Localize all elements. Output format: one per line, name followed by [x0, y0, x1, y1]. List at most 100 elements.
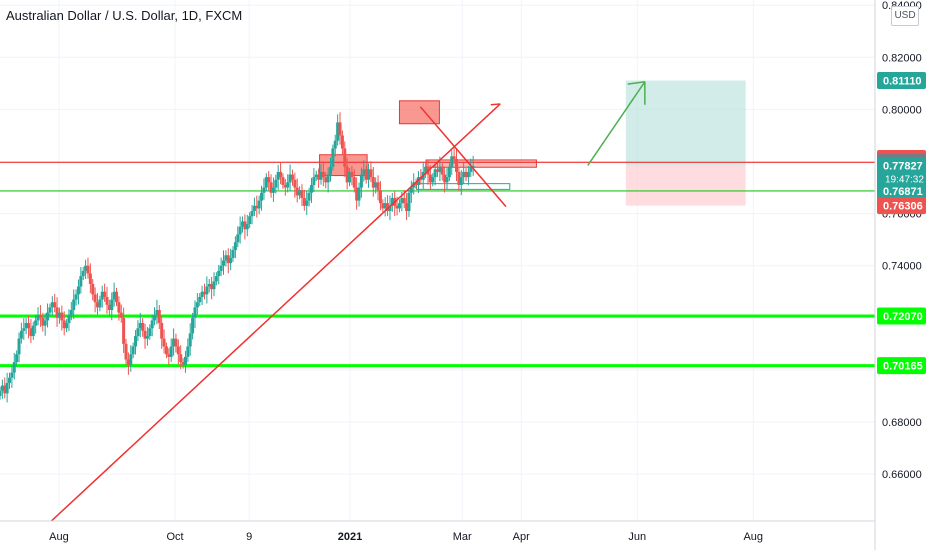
candle-body	[74, 294, 78, 300]
candle-body	[150, 320, 154, 329]
candle-body	[262, 187, 266, 193]
candle-body	[264, 177, 268, 188]
candle-body	[298, 190, 302, 196]
candle-body	[24, 323, 28, 329]
price-label-bg	[877, 307, 926, 325]
candle-body	[210, 283, 214, 290]
target-zone	[625, 80, 746, 167]
candle-body	[81, 270, 85, 277]
candle-body	[67, 315, 71, 324]
candle-body	[53, 302, 57, 308]
candle-body	[126, 359, 130, 365]
candle-body	[390, 197, 394, 206]
candle-body	[416, 177, 420, 185]
candle-body	[17, 338, 21, 355]
candle-body	[231, 250, 235, 258]
candle-body	[469, 166, 473, 172]
candle-body	[50, 302, 54, 308]
candle-body	[153, 315, 157, 321]
candle-body	[260, 192, 264, 201]
candle-body	[357, 187, 361, 201]
candle-body	[326, 174, 330, 183]
candle-body	[79, 276, 83, 287]
candle-body	[22, 328, 26, 331]
candle-body	[369, 169, 373, 178]
chart-title: Australian Dollar / U.S. Dollar, 1D, FXC…	[6, 8, 243, 23]
candle-body	[402, 197, 406, 204]
candle-body	[445, 177, 449, 183]
candle-body	[364, 169, 368, 180]
candle-body	[431, 177, 435, 183]
x-tick-label: Aug	[49, 531, 69, 543]
x-tick-label: Jun	[628, 531, 646, 543]
candle-body	[443, 174, 447, 183]
candle-body	[397, 203, 401, 209]
candle-body	[252, 205, 256, 212]
candle-body	[169, 346, 173, 357]
price-label-bg	[877, 357, 926, 375]
candle-body	[348, 171, 352, 183]
candle-body	[5, 382, 9, 394]
candle-body	[317, 174, 321, 180]
candle-body	[172, 338, 176, 347]
x-tick-label: 9	[246, 531, 252, 543]
candle-body	[333, 140, 337, 149]
candle-body	[155, 309, 159, 316]
candle-body	[55, 307, 59, 318]
projection-arrow	[587, 81, 646, 166]
price-label-text: 0.76871	[883, 186, 923, 198]
candle-body	[183, 356, 187, 365]
candle-body	[95, 302, 99, 308]
candle-body	[378, 190, 382, 204]
candle-body	[122, 317, 126, 344]
price-label-bg	[877, 182, 926, 200]
candle-body	[193, 307, 197, 318]
candle-body	[200, 291, 204, 297]
candle-body	[236, 234, 240, 243]
candle-body	[60, 312, 64, 321]
candle-body	[110, 299, 114, 310]
price-label-text: 0.81110	[883, 75, 922, 87]
price-labels: 0.811100.781150.778270.7782719:47:320.76…	[877, 71, 926, 375]
price-label: 0.72070	[877, 307, 926, 325]
candle-body	[112, 291, 116, 300]
x-tick-label: Oct	[166, 531, 183, 543]
candle-body	[217, 270, 221, 277]
candle-body	[129, 354, 133, 365]
y-tick-label: 0.66000	[882, 469, 922, 481]
candle-body	[238, 226, 242, 235]
candle-body	[271, 187, 275, 193]
price-label-text: 0.77827	[883, 161, 923, 173]
candle-body	[257, 200, 261, 209]
candle-body	[447, 166, 451, 178]
candle-body	[352, 177, 356, 188]
price-label: 0.81110	[877, 71, 926, 89]
uptrend-line	[50, 103, 501, 522]
candle-body	[124, 343, 128, 360]
x-tick-label: Apr	[513, 531, 530, 543]
candle-body	[331, 148, 335, 167]
y-tick-label: 0.80000	[882, 104, 922, 116]
candle-body	[176, 346, 180, 355]
candle-body	[307, 192, 311, 201]
currency-button[interactable]: USD	[891, 6, 919, 26]
stop-zone	[625, 166, 746, 206]
candle-body	[191, 317, 195, 334]
price-label-bg	[877, 157, 926, 188]
countdown-text: 19:47:32	[885, 175, 924, 186]
candle-body	[381, 203, 385, 209]
arrow-head	[490, 103, 501, 106]
candle-body	[386, 203, 390, 212]
candle-body	[131, 346, 135, 355]
candle-body	[229, 257, 233, 264]
candle-body	[462, 171, 466, 178]
candle-body	[374, 182, 378, 188]
candle-body	[167, 354, 171, 357]
candle-body	[188, 333, 192, 347]
candle-body	[405, 203, 409, 212]
candle-body	[388, 205, 392, 212]
candle-body	[43, 320, 47, 326]
candle-body	[84, 265, 88, 271]
candle-body	[367, 169, 371, 180]
